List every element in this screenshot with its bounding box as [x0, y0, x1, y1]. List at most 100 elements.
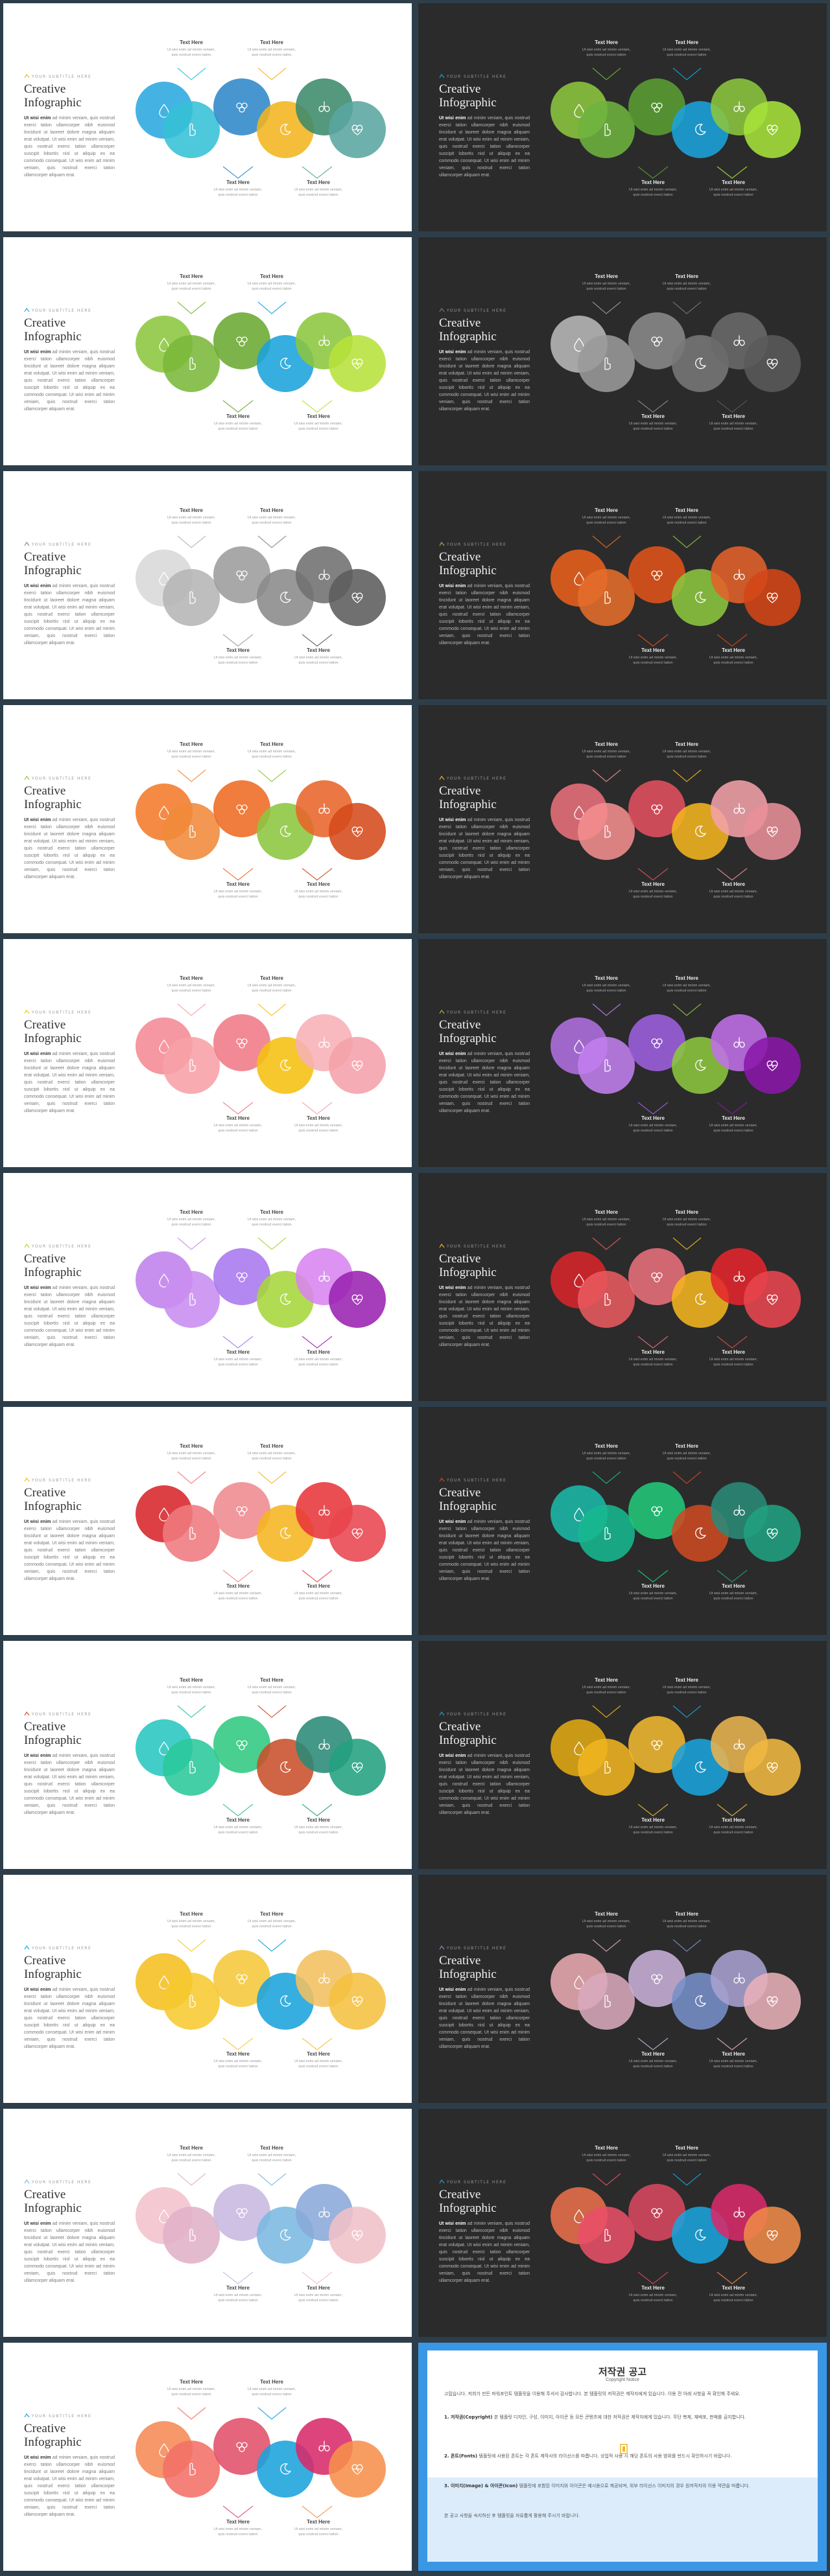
circle-node-3 [628, 312, 685, 369]
lungs-icon [733, 2207, 745, 2218]
slide-body-text: Ut wisi enim ad minim veniam, quis nostr… [439, 817, 530, 881]
label-text-line2: quis nostrud exerci tation [633, 1831, 673, 1835]
slide-title-line2: Infographic [439, 798, 497, 811]
connector-line-1 [592, 1471, 621, 1484]
label-text-3: Ut wisi enim ad minim veniam, quis nostru… [614, 1123, 692, 1133]
copyright-lower-band [427, 2477, 818, 2562]
slide-3[interactable]: YOUR SUBTITLE HERE Creative Infographic Ut … [3, 237, 412, 465]
hand-pointer-icon [604, 825, 611, 838]
circle-node-2 [578, 1505, 635, 1562]
label-text-line2: quis nostrud exerci tation [667, 1457, 707, 1461]
slide-9[interactable]: YOUR SUBTITLE HERE Creative Infographic Ut … [3, 939, 412, 1167]
slide-body-text: Ut wisi enim ad minim veniam, quis nostr… [24, 349, 115, 413]
slide-7[interactable]: YOUR SUBTITLE HERE Creative Infographic Ut … [3, 705, 412, 933]
slide-subtitle: YOUR SUBTITLE HERE [447, 1712, 507, 1717]
label-heading-3: Text Here [226, 2051, 250, 2057]
connector-line-2 [672, 769, 702, 782]
slide-20[interactable]: YOUR SUBTITLE HERE Creative Infographic Ut … [418, 2109, 827, 2337]
moon-icon [280, 1294, 291, 1305]
label-text-line2: quis nostrud exerci tation [171, 521, 211, 525]
label-text-line2: quis nostrud exerci tation [633, 1129, 673, 1133]
label-text-1: Ut wisi enim ad minim veniam, quis nostru… [152, 749, 230, 760]
slide-body-text: Ut wisi enim ad minim veniam, quis nostr… [439, 1986, 530, 2050]
label-text-line1: Ut wisi enim ad minim veniam, [247, 48, 296, 52]
circle-node-2 [578, 101, 635, 158]
slide-copyright[interactable]: 저작권 공고 Copyright Notice 고맙습니다. 저희가 만든 파워포인… [418, 2343, 827, 2571]
slide-5[interactable]: YOUR SUBTITLE HERE Creative Infographic Ut … [3, 471, 412, 699]
circle-infographic [551, 1939, 801, 2050]
slide-title-line2: Infographic [439, 330, 497, 343]
slide-21[interactable]: YOUR SUBTITLE HERE Creative Infographic Ut … [3, 2343, 412, 2571]
circle-node-3 [628, 1950, 685, 2007]
label-heading-2: Text Here [675, 1209, 698, 1215]
slide-19[interactable]: YOUR SUBTITLE HERE Creative Infographic Ut … [3, 2109, 412, 2337]
label-heading-1: Text Here [595, 1443, 618, 1449]
slide-10[interactable]: YOUR SUBTITLE HERE Creative Infographic Ut … [418, 939, 827, 1167]
label-text-2: Ut wisi enim ad minim veniam, quis nostru… [648, 2153, 726, 2163]
body-rest: ad minim veniam, quis nostrud exerci tat… [439, 1286, 530, 1347]
label-heading-2: Text Here [675, 1443, 698, 1449]
body-rest: ad minim veniam, quis nostrud exerci tat… [439, 2222, 530, 2283]
copyright-section-2: 2. 폰트(Fonts) 템플릿에 사용된 폰트는 각 폰트 제작사의 라이선스… [444, 2453, 801, 2459]
label-text-1: Ut wisi enim ad minim veniam, quis nostru… [567, 1217, 645, 1227]
connector-line-4 [302, 1102, 333, 1115]
label-text-line2: quis nostrud exerci tation [171, 287, 211, 291]
label-text-line2: quis nostrud exerci tation [633, 193, 673, 197]
hand-pointer-icon [189, 123, 196, 136]
body-rest: ad minim veniam, quis nostrud exerci tat… [439, 1754, 530, 1815]
slide-4[interactable]: YOUR SUBTITLE HERE Creative Infographic Ut … [418, 237, 827, 465]
slide-body-text: Ut wisi enim ad minim veniam, quis nostr… [24, 583, 115, 647]
label-text-line2: quis nostrud exerci tation [298, 895, 338, 899]
body-lead: Ut wisi enim [24, 350, 53, 354]
label-heading-2: Text Here [260, 975, 283, 981]
label-heading-4: Text Here [307, 2285, 330, 2291]
body-lead: Ut wisi enim [24, 1988, 53, 1992]
label-text-line2: quis nostrud exerci tation [713, 427, 753, 431]
ecology-icon [236, 102, 248, 113]
heart-pulse-icon [351, 592, 363, 603]
label-text-3: Ut wisi enim ad minim veniam, quis nostru… [614, 2293, 692, 2303]
slide-1[interactable]: YOUR SUBTITLE HERE Creative Infographic Ut … [3, 3, 412, 231]
hand-pointer-icon [604, 357, 611, 370]
body-lead: Ut wisi enim [439, 350, 468, 354]
circle-node-2 [578, 1271, 635, 1328]
slide-13[interactable]: YOUR SUBTITLE HERE Creative Infographic Ut … [3, 1407, 412, 1635]
label-text-4: Ut wisi enim ad minim veniam, quis nostru… [279, 2293, 357, 2303]
slide-title-line2: Infographic [439, 96, 497, 110]
slide-15[interactable]: YOUR SUBTITLE HERE Creative Infographic Ut … [3, 1641, 412, 1869]
slide-6[interactable]: YOUR SUBTITLE HERE Creative Infographic Ut … [418, 471, 827, 699]
slide-11[interactable]: YOUR SUBTITLE HERE Creative Infographic Ut … [3, 1173, 412, 1401]
hand-pointer-icon [604, 123, 611, 136]
slide-17[interactable]: YOUR SUBTITLE HERE Creative Infographic Ut … [3, 1875, 412, 2103]
copyright-section-1-body: 본 템플릿 디자인, 구성, 이미지, 아이콘 등 모든 콘텐츠에 대한 저작권… [493, 2415, 746, 2420]
circle-node-3 [213, 1482, 270, 1539]
label-heading-1: Text Here [180, 2379, 203, 2385]
label-text-line1: Ut wisi enim ad minim veniam, [582, 1452, 631, 1456]
label-text-line1: Ut wisi enim ad minim veniam, [294, 188, 343, 192]
slide-18[interactable]: YOUR SUBTITLE HERE Creative Infographic Ut … [418, 1875, 827, 2103]
circle-node-2 [163, 1505, 220, 1562]
circle-node-6 [744, 803, 801, 860]
slide-title: Creative Infographic [24, 1486, 121, 1513]
slide-12[interactable]: YOUR SUBTITLE HERE Creative Infographic Ut … [418, 1173, 827, 1401]
label-heading-4: Text Here [307, 647, 330, 653]
slide-14[interactable]: YOUR SUBTITLE HERE Creative Infographic Ut … [418, 1407, 827, 1635]
circle-node-3 [628, 780, 685, 837]
slide-8[interactable]: YOUR SUBTITLE HERE Creative Infographic Ut … [418, 705, 827, 933]
label-text-line1: Ut wisi enim ad minim veniam, [628, 1826, 678, 1829]
circle-2 [578, 2207, 635, 2264]
connector-line-2 [257, 1003, 287, 1016]
slide-2[interactable]: YOUR SUBTITLE HERE Creative Infographic Ut … [418, 3, 827, 231]
lungs-icon [318, 569, 330, 580]
label-text-line1: Ut wisi enim ad minim veniam, [213, 1592, 263, 1595]
label-text-1: Ut wisi enim ad minim veniam, quis nostru… [152, 281, 230, 292]
slide-16[interactable]: YOUR SUBTITLE HERE Creative Infographic Ut … [418, 1641, 827, 1869]
label-text-line1: Ut wisi enim ad minim veniam, [247, 1686, 296, 1689]
slide-title-line1: Creative [439, 1252, 481, 1266]
label-heading-1: Text Here [595, 2145, 618, 2151]
label-text-line2: quis nostrud exerci tation [713, 1363, 753, 1367]
connector-line-4 [302, 634, 333, 647]
hand-pointer-icon [189, 825, 196, 838]
label-text-line1: Ut wisi enim ad minim veniam, [709, 656, 758, 660]
slide-title-line2: Infographic [439, 1032, 497, 1045]
